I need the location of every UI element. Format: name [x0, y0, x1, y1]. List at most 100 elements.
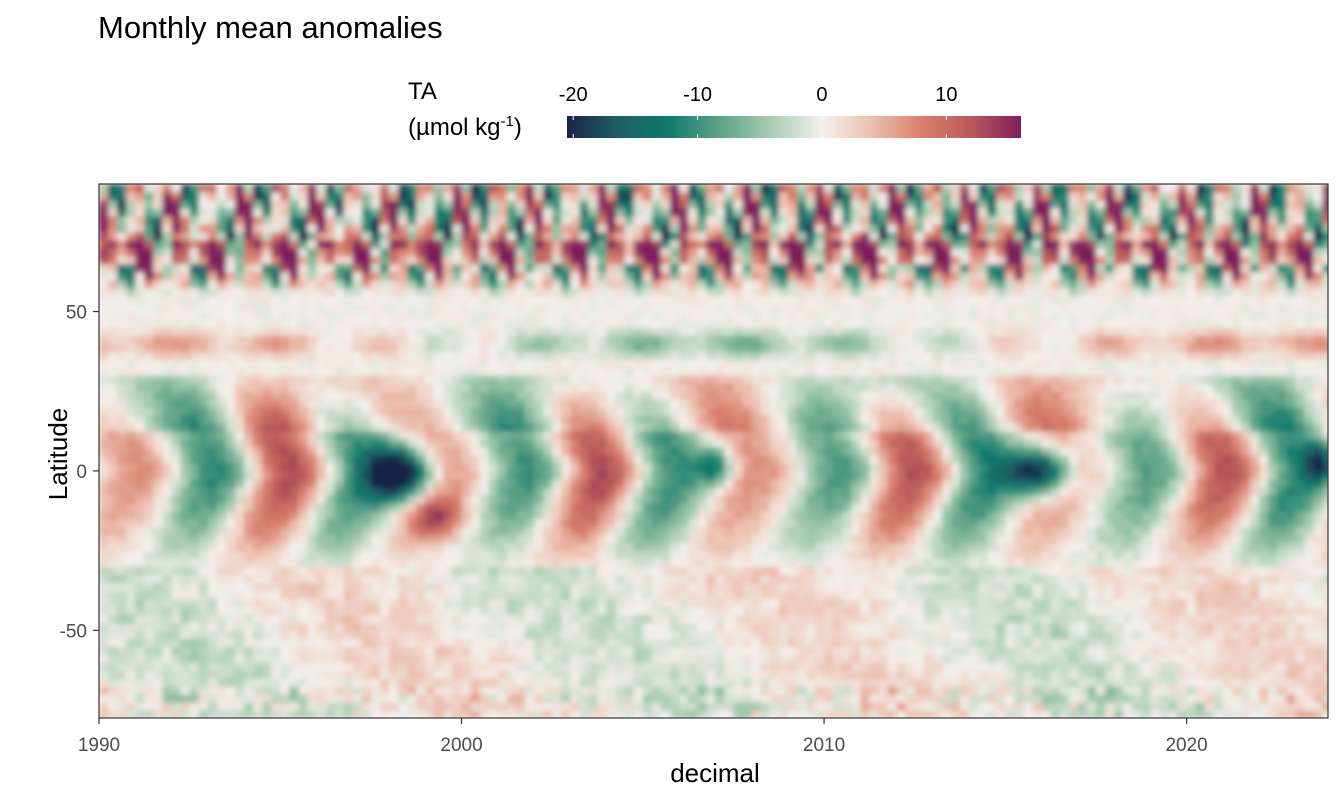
heatmap-cell	[606, 343, 617, 352]
heatmap-cell	[171, 367, 182, 376]
heatmap-cell	[407, 670, 417, 679]
heatmap-cell	[253, 710, 263, 718]
heatmap-cell	[253, 486, 263, 496]
heatmap-cell	[244, 351, 254, 360]
heatmap-cell	[751, 295, 762, 305]
heatmap-cell	[479, 494, 490, 504]
heatmap-cell	[606, 654, 617, 663]
heatmap-cell	[688, 359, 698, 368]
heatmap-cell	[180, 566, 191, 576]
heatmap-cell	[316, 407, 327, 416]
heatmap-cell	[244, 502, 254, 512]
heatmap-cell	[479, 534, 490, 544]
heatmap-cell	[289, 463, 299, 472]
heatmap-cell	[325, 351, 336, 360]
heatmap-cell	[751, 494, 762, 504]
heatmap-cell	[751, 287, 762, 297]
heatmap-cell	[670, 255, 680, 265]
heatmap-cell	[443, 383, 454, 392]
heatmap-cell	[733, 311, 744, 321]
heatmap-cell	[543, 463, 553, 472]
heatmap-cell	[543, 510, 553, 520]
heatmap-cell	[497, 574, 508, 584]
heatmap-cell	[488, 614, 499, 623]
heatmap-cell	[633, 662, 644, 671]
heatmap-cell	[370, 630, 381, 639]
heatmap-cell	[760, 199, 771, 209]
heatmap-cell	[280, 223, 290, 233]
heatmap-cell	[180, 614, 191, 623]
heatmap-cell	[343, 542, 354, 552]
heatmap-cell	[715, 518, 725, 528]
heatmap-cell	[216, 247, 227, 257]
heatmap-cell	[198, 319, 209, 329]
heatmap-cell	[153, 494, 164, 504]
heatmap-cell	[660, 311, 671, 321]
heatmap-cell	[271, 646, 281, 655]
heatmap-cell	[642, 582, 653, 592]
heatmap-cell	[380, 343, 390, 352]
heatmap-cell	[207, 686, 218, 695]
heatmap-cell	[670, 431, 680, 440]
heatmap-cell	[117, 710, 127, 718]
heatmap-cell	[325, 447, 336, 456]
heatmap-cell	[670, 199, 680, 209]
heatmap-cell	[525, 431, 535, 440]
heatmap-cell	[171, 423, 182, 432]
heatmap-cell	[769, 678, 780, 687]
heatmap-cell	[506, 494, 517, 504]
heatmap-cell	[488, 359, 499, 368]
heatmap-cell	[316, 343, 327, 352]
heatmap-cell	[760, 319, 771, 329]
heatmap-cell	[198, 678, 209, 687]
heatmap-cell	[117, 207, 127, 217]
heatmap-cell	[697, 343, 707, 352]
heatmap-cell	[153, 375, 164, 384]
heatmap-cell	[670, 311, 680, 321]
heatmap-cell	[316, 686, 327, 695]
heatmap-cell	[642, 510, 653, 520]
heatmap-cell	[198, 423, 209, 432]
heatmap-cell	[162, 494, 173, 504]
heatmap-cell	[552, 431, 562, 440]
heatmap-cell	[742, 574, 753, 584]
heatmap-cell	[506, 606, 517, 615]
heatmap-cell	[316, 598, 327, 607]
heatmap-cell	[452, 566, 463, 576]
heatmap-cell	[207, 231, 218, 241]
heatmap-cell	[461, 606, 472, 615]
heatmap-cell	[651, 247, 662, 257]
heatmap-cell	[751, 606, 762, 615]
heatmap-cell	[280, 582, 290, 592]
heatmap-cell	[316, 678, 327, 687]
heatmap-cell	[389, 606, 399, 615]
heatmap-cell	[570, 582, 580, 592]
heatmap-cell	[688, 494, 698, 504]
heatmap-cell	[688, 574, 698, 584]
heatmap-cell	[262, 431, 272, 440]
heatmap-cell	[470, 287, 481, 297]
heatmap-cell	[597, 343, 608, 352]
heatmap-cell	[642, 590, 653, 600]
heatmap-cell	[488, 470, 499, 480]
heatmap-cell	[697, 686, 707, 695]
heatmap-cell	[352, 590, 363, 600]
heatmap-cell	[660, 654, 671, 663]
heatmap-cell	[271, 582, 281, 592]
heatmap-cell	[588, 510, 599, 520]
heatmap-cell	[688, 534, 698, 544]
heatmap-cell	[289, 455, 299, 464]
heatmap-cell	[425, 463, 435, 472]
heatmap-cell	[506, 558, 517, 568]
heatmap-cell	[162, 247, 173, 257]
heatmap-cell	[434, 407, 444, 416]
heatmap-cell	[470, 518, 481, 528]
heatmap-cell	[624, 447, 635, 456]
heatmap-cell	[642, 207, 653, 217]
heatmap-cell	[189, 215, 200, 225]
heatmap-cell	[679, 630, 689, 639]
heatmap-cell	[706, 478, 716, 488]
heatmap-cell	[751, 255, 762, 265]
heatmap-cell	[733, 494, 744, 504]
heatmap-cell	[216, 518, 227, 528]
